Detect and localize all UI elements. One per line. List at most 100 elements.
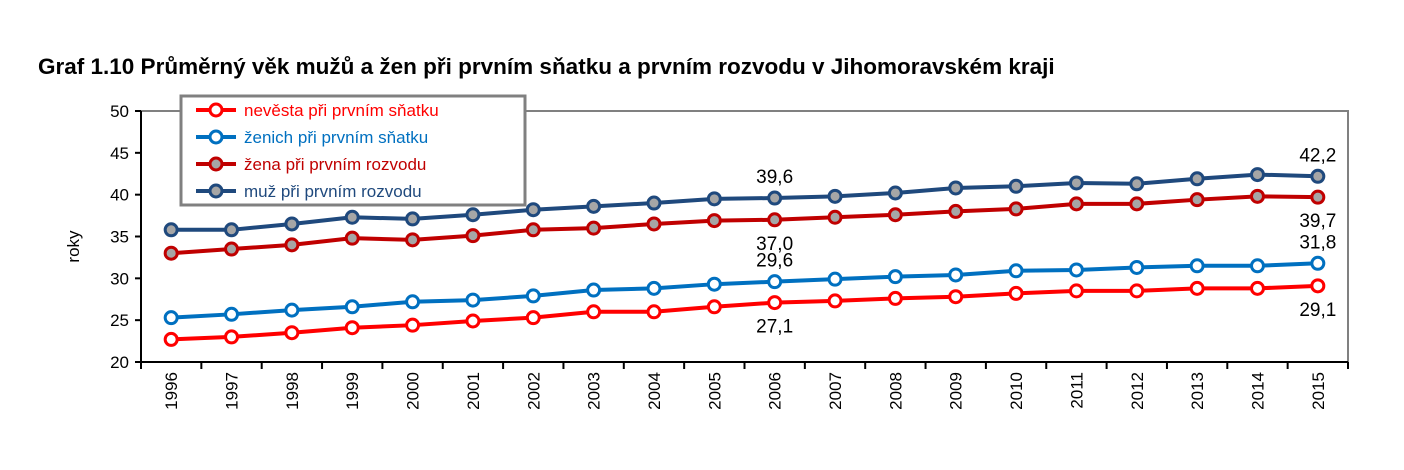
- data-point: [465, 313, 481, 329]
- x-tick-label: 2003: [585, 372, 604, 410]
- legend-label: ženich při prvním sňatku: [244, 128, 428, 147]
- series-1: [163, 255, 1326, 326]
- data-point: [1249, 280, 1265, 296]
- y-tick-label: 50: [110, 102, 129, 121]
- data-point: [827, 271, 843, 287]
- data-point: [344, 209, 360, 225]
- legend-item: žena při prvním rozvodu: [196, 155, 426, 174]
- data-point: [948, 180, 964, 196]
- data-point: [706, 276, 722, 292]
- data-point: [706, 213, 722, 229]
- data-point: [706, 299, 722, 315]
- data-point: [1068, 262, 1084, 278]
- data-point: [1068, 175, 1084, 191]
- data-point: [163, 331, 179, 347]
- data-point: [163, 310, 179, 326]
- data-point: [586, 282, 602, 298]
- data-point: [344, 299, 360, 315]
- x-tick-label: 2001: [464, 372, 483, 410]
- data-point: [948, 267, 964, 283]
- legend: nevěsta při prvním sňatku ženich při prvn…: [179, 94, 527, 207]
- data-point: [224, 222, 240, 238]
- x-tick-label: 2000: [404, 372, 423, 410]
- data-label: 29,1: [1299, 300, 1336, 321]
- y-axis-label: roky: [64, 230, 83, 263]
- legend-label: muž při prvním rozvodu: [244, 182, 422, 201]
- data-point: [163, 245, 179, 261]
- data-point: [163, 222, 179, 238]
- data-point: [284, 237, 300, 253]
- data-label: 27,1: [756, 317, 793, 338]
- data-label: 29,6: [756, 251, 793, 272]
- data-point: [1129, 196, 1145, 212]
- data-point: [1310, 255, 1326, 271]
- x-tick-label: 2005: [705, 372, 724, 410]
- x-tick-label: 2004: [645, 372, 664, 410]
- data-point: [1129, 283, 1145, 299]
- data-point: [948, 289, 964, 305]
- data-point: [646, 195, 662, 211]
- data-point: [525, 222, 541, 238]
- data-point: [827, 209, 843, 225]
- x-tick-label: 2007: [826, 372, 845, 410]
- data-point: [887, 290, 903, 306]
- data-point: [465, 207, 481, 223]
- data-point: [284, 216, 300, 232]
- x-tick-label: 1999: [343, 372, 362, 410]
- data-label: 42,2: [1299, 145, 1336, 166]
- data-point: [767, 212, 783, 228]
- data-point: [1008, 201, 1024, 217]
- x-tick-label: 1996: [162, 372, 181, 410]
- data-point: [1310, 168, 1326, 184]
- x-tick-label: 2008: [886, 372, 905, 410]
- data-point: [1189, 171, 1205, 187]
- data-point: [284, 302, 300, 318]
- y-tick-label: 30: [110, 269, 129, 288]
- data-point: [1129, 176, 1145, 192]
- legend-marker: [208, 156, 224, 172]
- x-tick-label: 2002: [524, 372, 543, 410]
- series-line: [171, 261, 1318, 320]
- series-line: [171, 194, 1318, 256]
- data-point: [525, 202, 541, 218]
- data-point: [827, 293, 843, 309]
- data-point: [706, 191, 722, 207]
- data-point: [646, 304, 662, 320]
- data-point: [948, 203, 964, 219]
- data-point: [1008, 263, 1024, 279]
- data-point: [1129, 259, 1145, 275]
- series-line: [171, 283, 1318, 342]
- y-tick-label: 20: [110, 353, 129, 372]
- x-tick-label: 1997: [223, 372, 242, 410]
- data-point: [586, 220, 602, 236]
- y-tick-label: 45: [110, 144, 129, 163]
- x-tick-label: 2010: [1007, 372, 1026, 410]
- legend-marker: [208, 183, 224, 199]
- y-tick-label: 35: [110, 228, 129, 247]
- legend-box: [179, 94, 527, 207]
- data-point: [465, 292, 481, 308]
- data-point: [586, 304, 602, 320]
- x-tick-label: 1998: [283, 372, 302, 410]
- x-tick-label: 2014: [1248, 372, 1267, 410]
- y-tick-label: 40: [110, 186, 129, 205]
- data-point: [344, 320, 360, 336]
- data-label: 39,6: [756, 167, 793, 188]
- x-tick-label: 2006: [766, 372, 785, 410]
- data-point: [1249, 188, 1265, 204]
- data-point: [827, 188, 843, 204]
- data-point: [1310, 189, 1326, 205]
- series-3: [163, 167, 1326, 238]
- data-point: [767, 295, 783, 311]
- data-point: [1249, 167, 1265, 183]
- data-point: [465, 228, 481, 244]
- data-point: [1310, 278, 1326, 294]
- legend-label: žena při prvním rozvodu: [244, 155, 426, 174]
- chart-title: Graf 1.10 Průměrný věk mužů a žen při pr…: [38, 54, 1055, 79]
- data-point: [1068, 283, 1084, 299]
- data-point: [405, 317, 421, 333]
- legend-item: muž při prvním rozvodu: [196, 182, 422, 201]
- data-point: [887, 269, 903, 285]
- data-point: [767, 190, 783, 206]
